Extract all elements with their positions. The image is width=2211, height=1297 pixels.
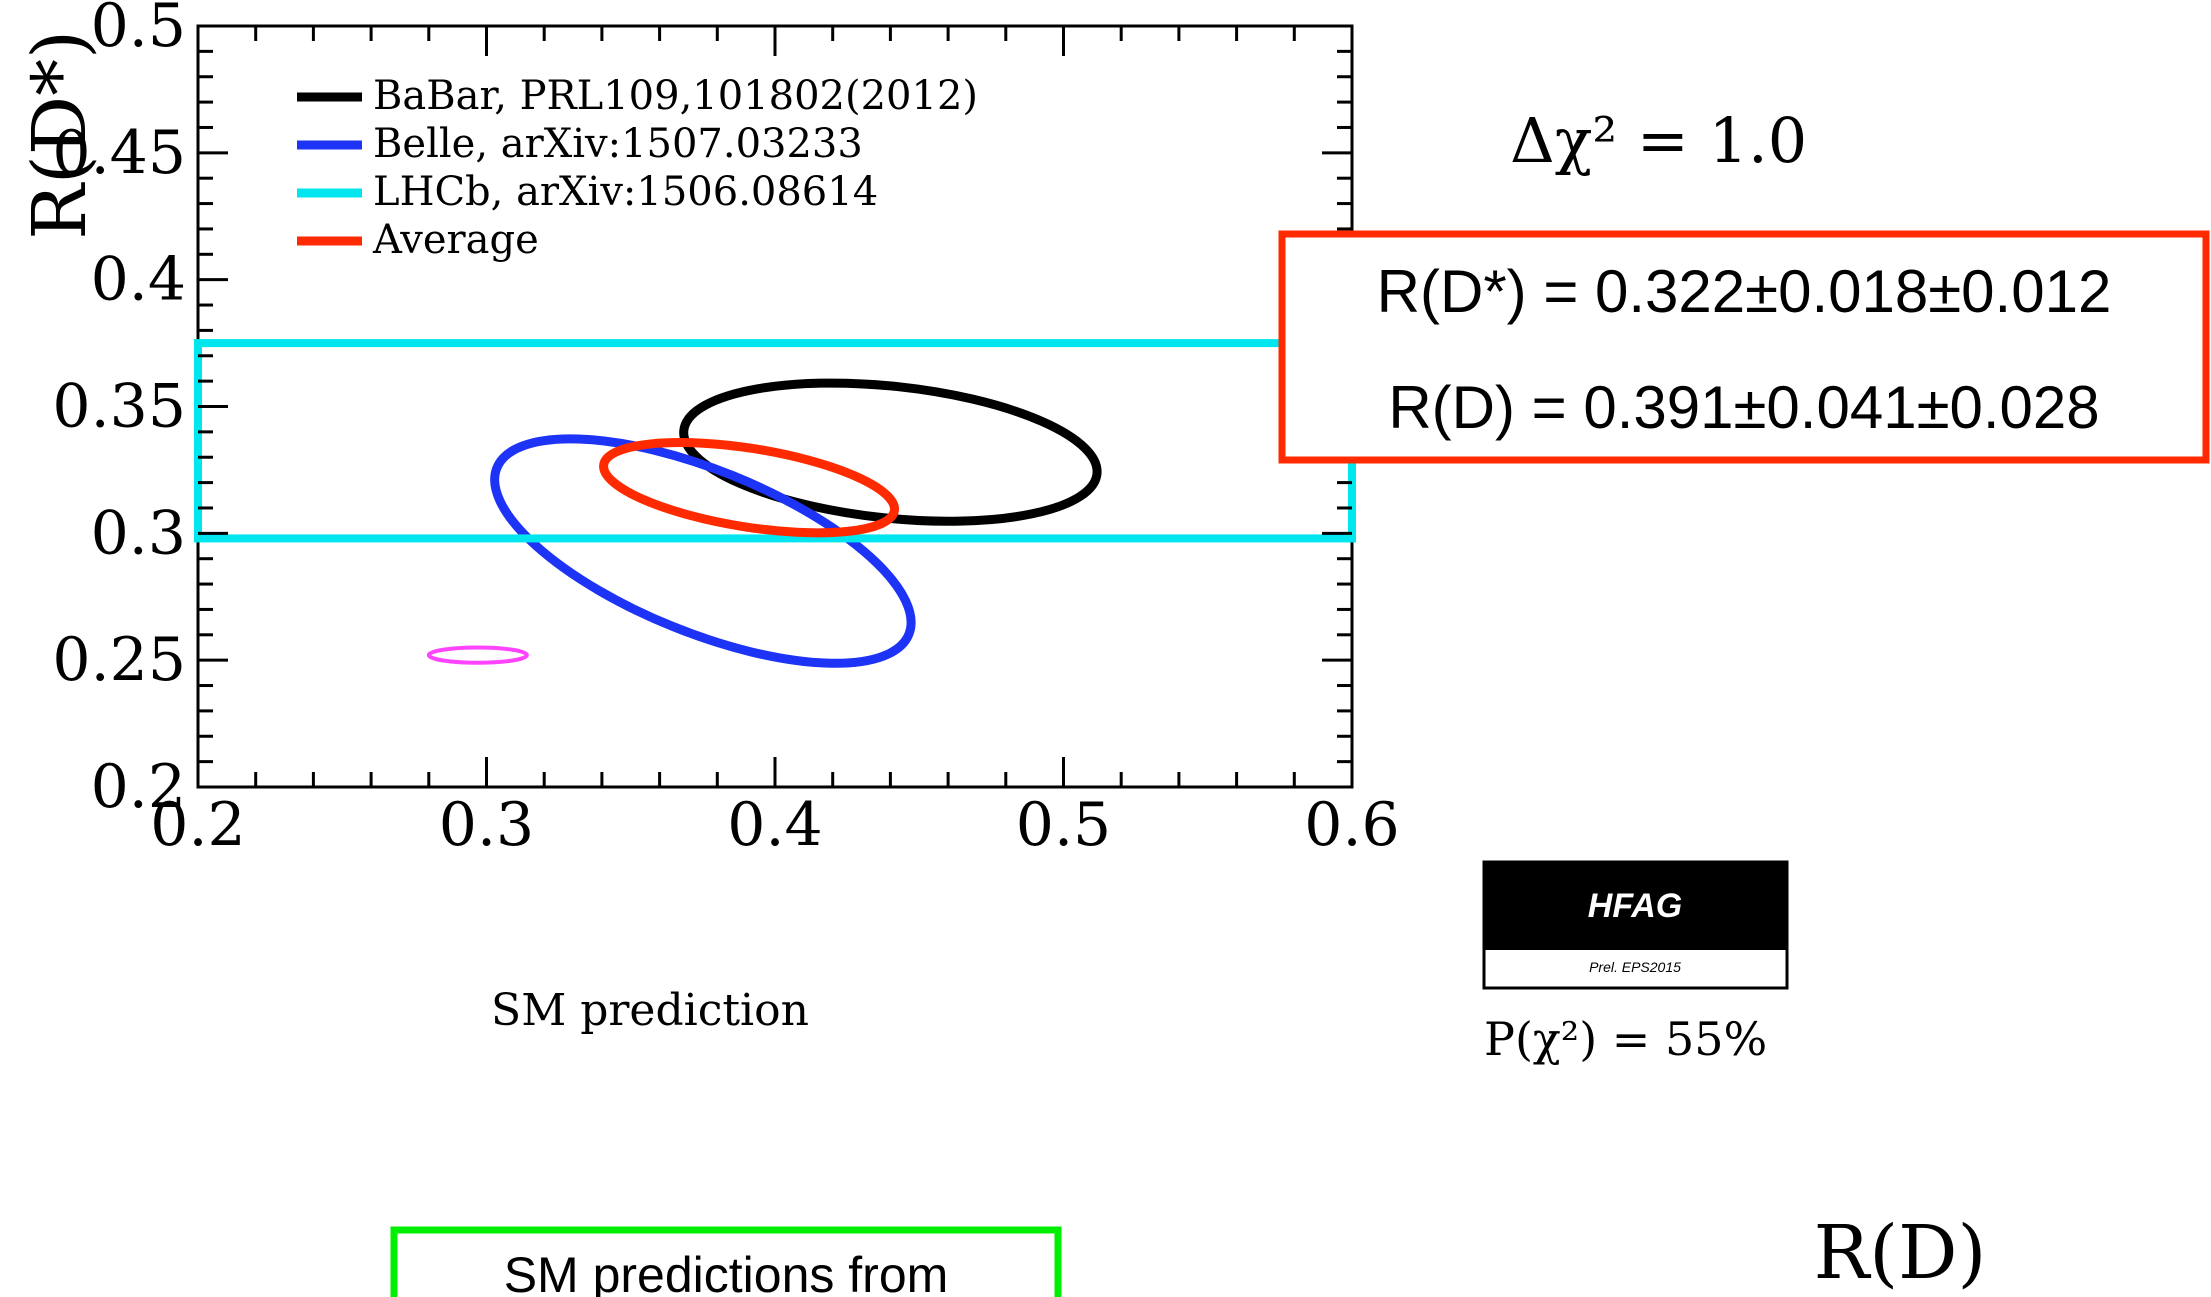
- y-tick-label: 0.5: [91, 0, 186, 61]
- x-tick-label: 0.5: [1016, 790, 1111, 860]
- data-layer: [194, 339, 1356, 668]
- delta-chi2-annotation: Δχ² = 1.0: [1510, 104, 1807, 177]
- y-tick-label: 0.35: [52, 372, 186, 442]
- x-axis-label: R(D): [1814, 1210, 1987, 1296]
- x-tick-label: 0.6: [1304, 790, 1399, 860]
- hfag-logo-subtitle: Prel. EPS2015: [1589, 959, 1681, 975]
- p-chi2-annotation: P(χ²) = 55%: [1484, 1012, 1767, 1066]
- hfag-logo: HFAG Prel. EPS2015: [1482, 860, 1789, 990]
- x-tick-label: 0.4: [727, 790, 822, 860]
- result-rd: R(D) = 0.391±0.041±0.028: [1388, 374, 2099, 441]
- y-tick-label: 0.2: [91, 752, 186, 822]
- series-2-band: [194, 339, 1356, 543]
- y-tick-label: 0.3: [91, 498, 186, 568]
- result-rdstar: R(D*) = 0.322±0.018±0.012: [1377, 258, 2112, 325]
- legend-label: BaBar, PRL109,101802(2012): [373, 73, 978, 119]
- legend-label: Average: [372, 217, 539, 263]
- series-4-contour: [426, 645, 529, 665]
- y-tick-label: 0.4: [91, 245, 186, 315]
- hfag-logo-title: HFAG: [1588, 887, 1682, 925]
- legend: BaBar, PRL109,101802(2012)Belle, arXiv:1…: [297, 73, 978, 263]
- sm-predictions-text: SM predictions from: [504, 1247, 949, 1297]
- series-3-contour: [599, 438, 899, 538]
- legend-label: LHCb, arXiv:1506.08614: [373, 169, 878, 215]
- ticks-layer: 0.2 0.3 0.4 0.5 0.6 0.2 0.25 0.3 0.35 0.4 0.45 0.5: [52, 0, 1399, 860]
- series-1-contour: [490, 434, 916, 668]
- result-box-border: [1278, 230, 2210, 464]
- y-tick-label: 0.25: [52, 625, 186, 695]
- sm-prediction-label: SM prediction: [491, 985, 809, 1036]
- result-box: R(D*) = 0.322±0.018±0.012 R(D) = 0.391±0…: [1278, 230, 2210, 464]
- x-tick-label: 0.2: [150, 790, 245, 860]
- y-axis-label: R(D*): [17, 30, 103, 240]
- legend-label: Belle, arXiv:1507.03233: [373, 121, 863, 167]
- sm-predictions-box-border: [390, 1226, 1062, 1297]
- y-tick-label: 0.45: [52, 118, 186, 188]
- hfag-logo-band: [1484, 862, 1787, 950]
- sm-predictions-box: SM predictions from: [390, 1226, 1062, 1297]
- x-tick-label: 0.3: [439, 790, 534, 860]
